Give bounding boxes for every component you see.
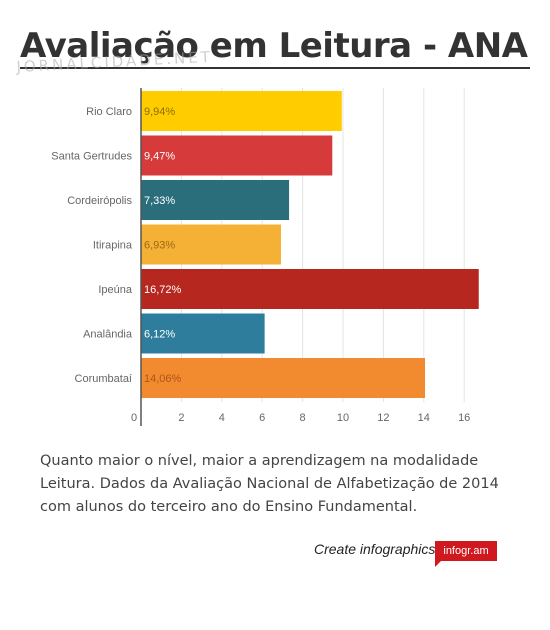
title-divider [20,67,530,69]
x-tick-label: 8 [300,412,306,424]
data-label: 9,47% [144,151,175,163]
chart-title: Avaliação em Leitura - ANA [20,26,528,66]
category-label: Cordeirópolis [67,195,132,207]
data-label: 6,12% [144,329,175,341]
category-label: Analândia [83,329,133,341]
x-tick-label: 14 [418,412,430,424]
infogram-logo[interactable]: infogr.am [435,541,497,567]
x-tick-label: 10 [337,412,349,424]
x-tick-label: 2 [178,412,184,424]
data-label: 9,94% [144,106,175,118]
bar-corumbata- [141,358,426,398]
x-tick-label: 16 [458,412,470,424]
data-label: 7,33% [144,195,175,207]
category-label: Rio Claro [86,106,132,118]
chart-caption: Quanto maior o nível, maior a aprendizag… [40,453,499,515]
bar-anal-ndia [141,313,265,354]
x-tick-label: 0 [131,412,137,424]
x-tick-label: 4 [219,412,225,424]
x-tick-label: 6 [259,412,265,424]
data-label: 14,06% [144,373,182,385]
x-tick-label: 12 [377,412,389,424]
category-label: Santa Gertrudes [51,151,132,163]
bar-cordeir-polis [141,180,290,220]
data-label: 6,93% [144,240,175,252]
bar-chart: 9,94% Rio Claro 9,47% Santa Gertrudes 7,33% C… [51,88,479,426]
bar-rio-claro [141,91,342,131]
category-label: Corumbataí [75,373,132,385]
data-label: 16,72% [144,284,182,296]
create-infographics-link[interactable]: Create infographics [314,541,436,557]
bar-itirapina [141,224,281,265]
bar-santa-gertrudes [141,135,333,176]
category-label: Itirapina [93,240,133,252]
category-label: Ipeúna [98,284,133,296]
bar-ipe-na [141,269,479,309]
